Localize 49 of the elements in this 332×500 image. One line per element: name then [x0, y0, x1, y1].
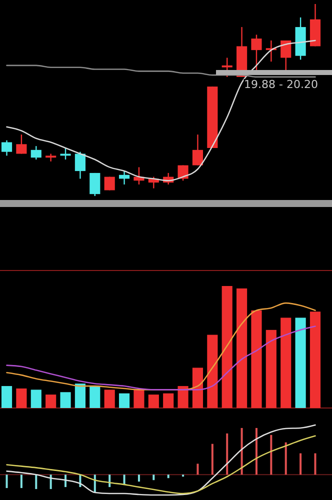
bar [50, 474, 52, 490]
bar [46, 394, 56, 408]
bar [266, 330, 276, 408]
bar [236, 288, 248, 408]
bar [240, 428, 243, 475]
bar [134, 390, 144, 408]
bar [300, 453, 302, 475]
bar [118, 393, 130, 408]
bar [226, 433, 228, 475]
candlestick [222, 57, 232, 78]
bar [167, 474, 170, 478]
bar [280, 318, 292, 408]
bar [192, 368, 204, 408]
bar [74, 384, 86, 408]
bar [284, 442, 287, 475]
bar [222, 286, 232, 408]
bar [123, 474, 126, 485]
candlestick [1, 140, 12, 156]
bar [310, 312, 321, 408]
bar [60, 392, 71, 408]
bar [196, 464, 199, 475]
annotation: 19.88 - 20.20 [244, 78, 318, 91]
candlestick [118, 170, 130, 186]
bar [251, 310, 262, 408]
bar [138, 474, 140, 482]
candlestick [30, 145, 42, 160]
bar [178, 386, 188, 408]
bar [1, 386, 12, 408]
candlestick [251, 34, 262, 72]
bar [35, 474, 38, 490]
candlestick [74, 151, 86, 180]
candlestick [192, 134, 204, 166]
bar [295, 318, 306, 408]
bar [30, 390, 42, 408]
bar [104, 390, 115, 408]
bar [211, 444, 214, 475]
bar [207, 334, 218, 408]
bar [152, 474, 155, 480]
bar [148, 394, 159, 408]
bar [6, 474, 8, 488]
bar [16, 388, 27, 408]
bar [255, 428, 258, 475]
bar [314, 453, 316, 475]
candlestick [90, 172, 100, 197]
bar [270, 434, 272, 475]
bar [20, 474, 22, 488]
bar [163, 393, 174, 408]
bar [90, 386, 100, 408]
candlestick [16, 134, 27, 154]
